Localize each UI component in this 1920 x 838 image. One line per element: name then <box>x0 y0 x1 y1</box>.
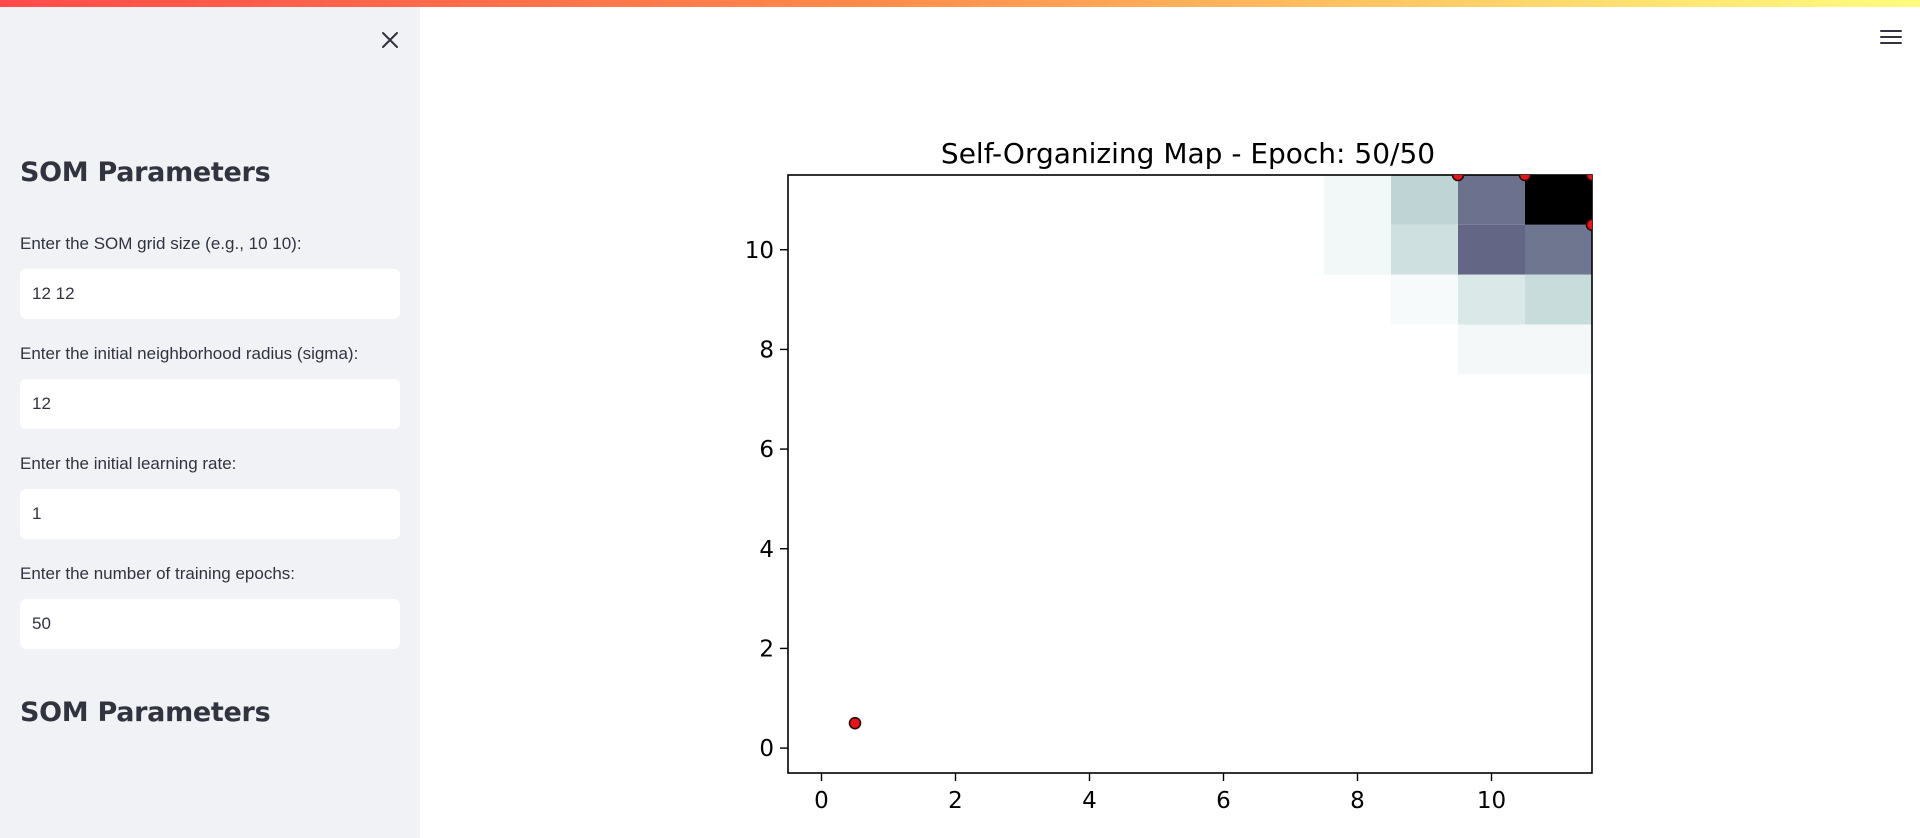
epochs-input[interactable] <box>20 599 400 649</box>
sidebar-close-button[interactable] <box>375 25 405 55</box>
y-tick-label: 10 <box>745 238 774 264</box>
heatmap-cell <box>1324 175 1391 225</box>
heatmap-cell <box>1324 224 1391 275</box>
bmu-point <box>848 716 862 730</box>
close-icon <box>382 32 398 48</box>
heatmap-cell <box>1525 274 1592 325</box>
y-tick-label: 6 <box>759 437 774 463</box>
learning-rate-input[interactable] <box>20 489 400 539</box>
sigma-input[interactable] <box>20 379 400 429</box>
heatmap-cell <box>1458 324 1525 375</box>
heatmap-cell <box>1391 175 1458 225</box>
x-tick-label: 4 <box>1082 788 1097 814</box>
bmu-point <box>1451 175 1465 182</box>
sigma-label: Enter the initial neighborhood radius (s… <box>20 344 359 363</box>
heatmap-cells <box>1324 175 1592 375</box>
heatmap-cell <box>1458 175 1525 225</box>
x-tick-label: 8 <box>1350 788 1365 814</box>
bmu-point <box>1585 175 1592 182</box>
epochs-label: Enter the number of training epochs: <box>20 564 295 583</box>
x-tick-label: 0 <box>814 788 829 814</box>
y-tick-label: 0 <box>759 736 774 762</box>
y-tick-label: 4 <box>759 537 774 563</box>
y-axis-ticks: 0 2 4 6 8 10 <box>745 238 788 762</box>
x-tick-label: 6 <box>1216 788 1231 814</box>
chart-title: Self-Organizing Map - Epoch: 50/50 <box>941 137 1435 170</box>
heatmap-cell <box>1458 224 1525 275</box>
x-tick-label: 2 <box>948 788 963 814</box>
heatmap-cell <box>1391 224 1458 275</box>
learning-rate-label: Enter the initial learning rate: <box>20 454 237 473</box>
main-menu-button[interactable] <box>1874 22 1908 52</box>
grid-size-label: Enter the SOM grid size (e.g., 10 10): <box>20 234 302 253</box>
heatmap-cell <box>1525 175 1592 225</box>
plot-axes-frame <box>787 174 1593 774</box>
heatmap-cell <box>1391 274 1458 325</box>
y-tick-label: 2 <box>759 636 774 662</box>
heatmap-cell <box>1525 224 1592 275</box>
heatmap-cell <box>1525 324 1592 375</box>
y-tick-label: 8 <box>759 337 774 363</box>
grid-size-input[interactable] <box>20 269 400 319</box>
bmu-point <box>1585 218 1592 232</box>
x-tick-label: 10 <box>1477 788 1506 814</box>
x-axis-ticks: 0 2 4 6 8 10 <box>814 773 1506 814</box>
sidebar-heading: SOM Parameters <box>20 157 271 188</box>
bmu-point <box>1518 175 1532 182</box>
sidebar-heading-secondary: SOM Parameters <box>20 697 271 728</box>
sidebar: SOM Parameters Enter the SOM grid size (… <box>0 7 420 838</box>
heatmap-cell <box>1458 274 1525 325</box>
bmu-points <box>848 175 1592 730</box>
hamburger-menu-icon <box>1880 30 1902 44</box>
app-top-decoration-bar <box>0 0 1920 7</box>
